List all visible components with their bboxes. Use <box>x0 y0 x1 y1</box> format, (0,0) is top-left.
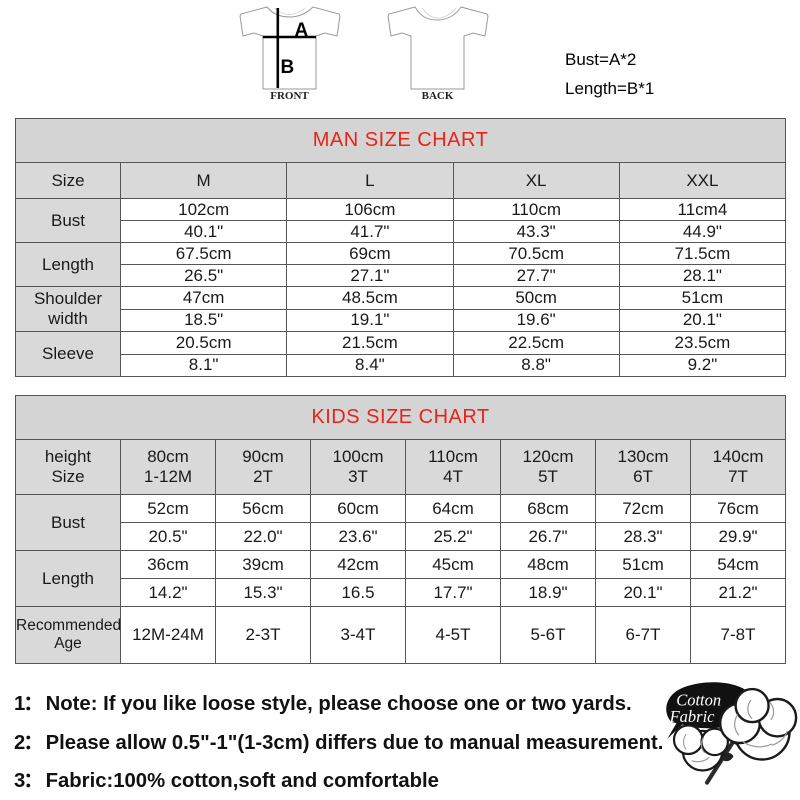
svg-text:FRONT: FRONT <box>270 90 309 102</box>
svg-text:B: B <box>281 57 295 78</box>
svg-text:Fabric: Fabric <box>669 707 716 726</box>
svg-text:BACK: BACK <box>422 90 454 102</box>
svg-text:A: A <box>295 20 309 41</box>
